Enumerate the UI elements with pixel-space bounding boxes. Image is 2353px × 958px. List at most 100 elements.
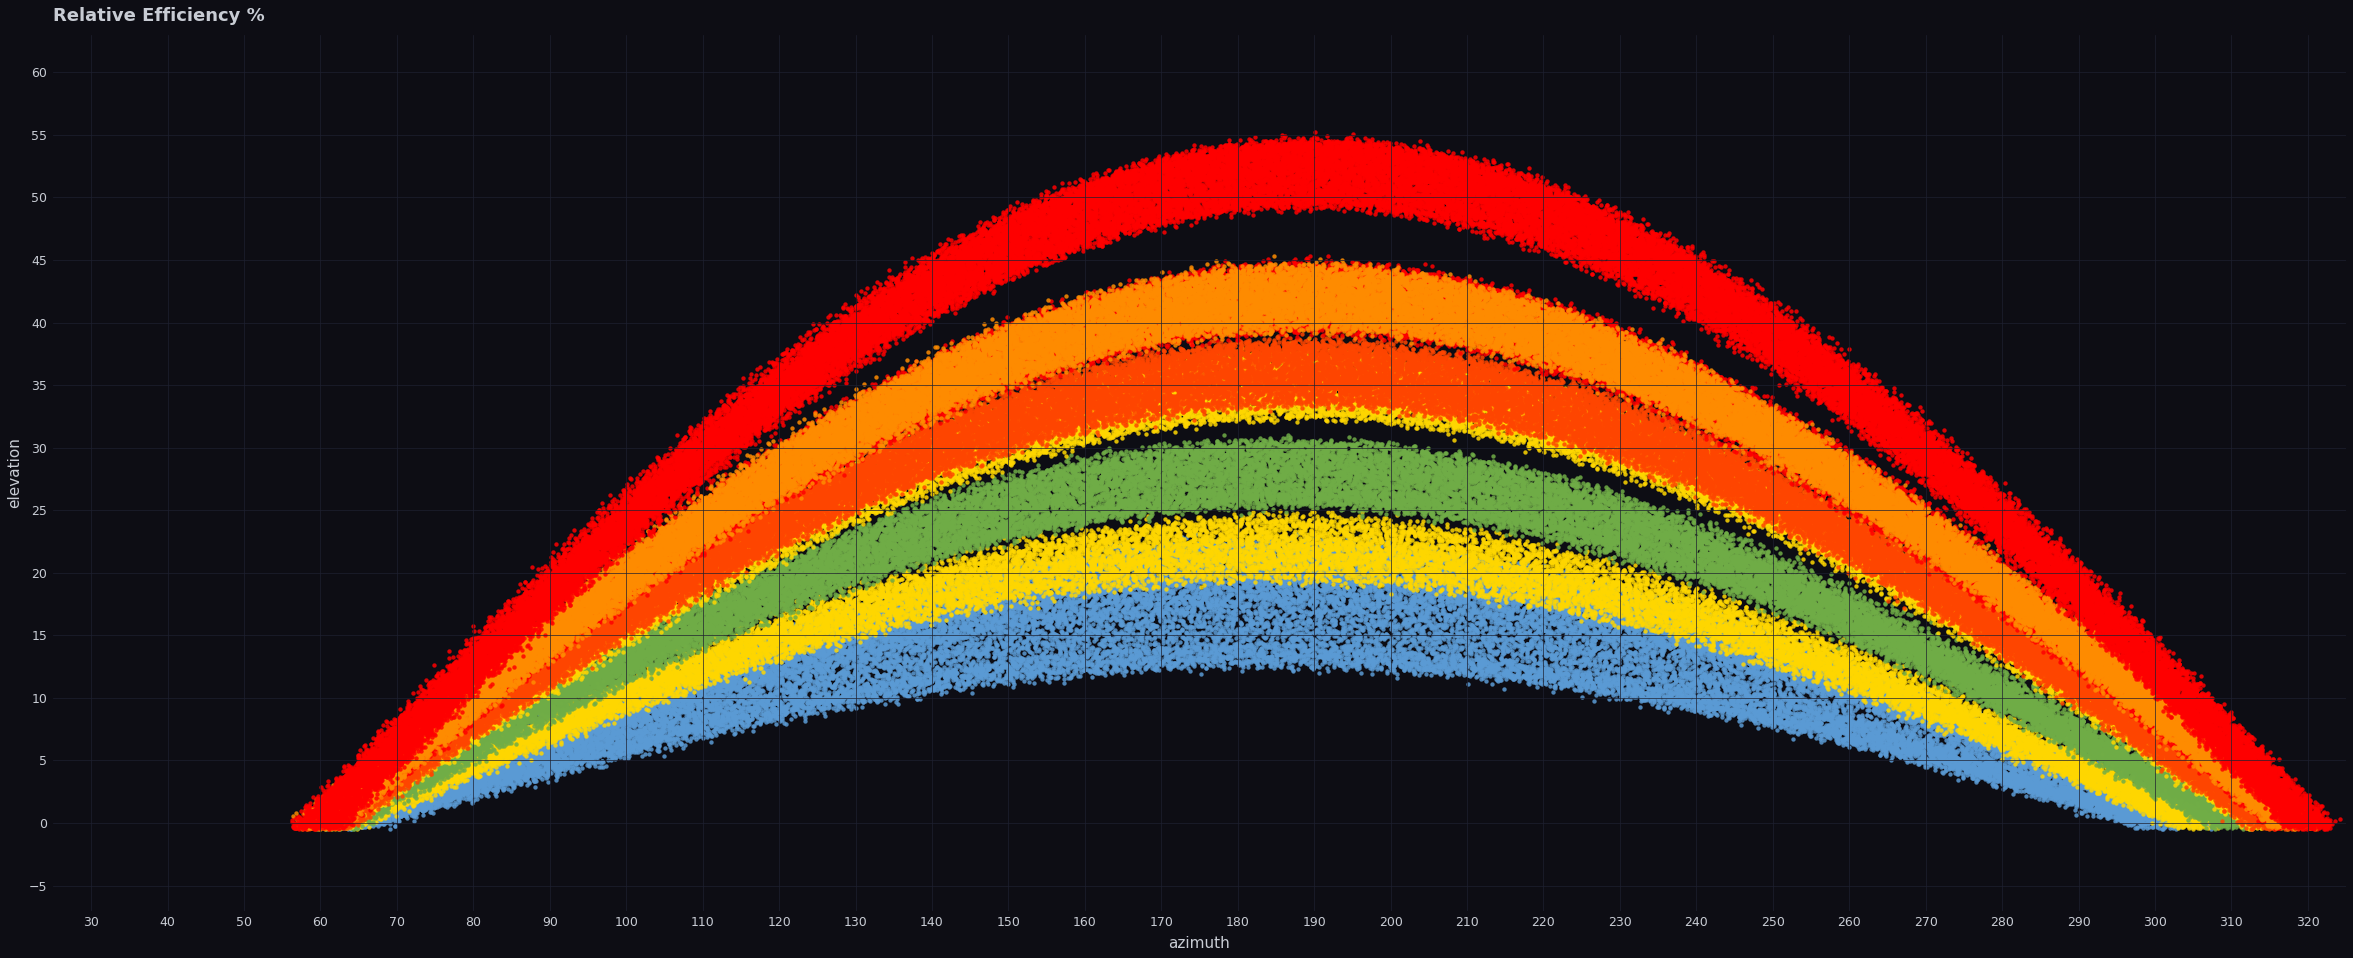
Point — [1212, 262, 1249, 278]
Point — [633, 548, 671, 563]
Point — [433, 714, 471, 729]
Point — [433, 673, 471, 688]
Point — [626, 576, 664, 591]
Point — [1035, 194, 1073, 210]
Point — [2094, 758, 2132, 773]
Point — [1191, 548, 1228, 563]
Point — [713, 508, 751, 523]
Point — [1939, 594, 1977, 609]
Point — [774, 457, 812, 472]
Point — [725, 553, 762, 568]
Point — [1859, 464, 1897, 479]
Point — [1235, 372, 1273, 387]
Point — [440, 688, 478, 703]
Point — [720, 491, 758, 507]
Point — [1139, 306, 1176, 321]
Point — [499, 653, 536, 669]
Point — [642, 542, 680, 558]
Point — [991, 476, 1028, 491]
Point — [1301, 303, 1339, 318]
Point — [1993, 705, 2031, 720]
Point — [746, 398, 784, 413]
Point — [1607, 425, 1645, 441]
Point — [1965, 685, 2002, 700]
Point — [1329, 558, 1367, 573]
Point — [2024, 545, 2061, 560]
Point — [1365, 314, 1402, 330]
Point — [1224, 347, 1261, 362]
Point — [2092, 698, 2129, 714]
Point — [1781, 460, 1819, 475]
Point — [1986, 523, 2024, 538]
Point — [487, 737, 525, 752]
Point — [1518, 341, 1555, 356]
Point — [1492, 560, 1529, 576]
Point — [725, 482, 762, 497]
Point — [1268, 298, 1306, 313]
Point — [854, 376, 892, 391]
Point — [1831, 666, 1868, 681]
Point — [736, 457, 774, 472]
Point — [1106, 408, 1144, 423]
Point — [2009, 609, 2047, 625]
Point — [955, 504, 993, 519]
Point — [1988, 515, 2026, 531]
Point — [1438, 593, 1475, 608]
Point — [1271, 274, 1308, 289]
Point — [993, 406, 1031, 422]
Point — [1024, 201, 1061, 217]
Point — [1974, 612, 2012, 627]
Point — [1348, 559, 1386, 574]
Point — [1233, 186, 1271, 201]
Point — [1838, 394, 1875, 409]
Point — [671, 456, 708, 471]
Point — [1024, 414, 1061, 429]
Point — [1854, 403, 1892, 419]
Point — [480, 628, 518, 644]
Point — [1925, 604, 1962, 619]
Point — [1388, 308, 1426, 324]
Point — [381, 753, 419, 768]
Point — [539, 685, 576, 700]
Point — [412, 723, 449, 739]
Point — [1327, 399, 1365, 415]
Point — [2085, 656, 2122, 672]
Point — [1238, 198, 1275, 214]
Point — [327, 798, 365, 813]
Point — [2113, 796, 2151, 811]
Point — [1760, 472, 1798, 488]
Point — [1454, 379, 1492, 395]
Point — [1402, 388, 1440, 403]
Point — [1064, 589, 1101, 604]
Point — [1146, 565, 1184, 581]
Point — [1186, 488, 1224, 503]
Point — [2108, 788, 2146, 804]
Point — [1341, 376, 1379, 391]
Point — [1007, 364, 1045, 379]
Point — [744, 388, 781, 403]
Point — [1777, 341, 1814, 356]
Point — [1249, 390, 1287, 405]
Point — [2127, 650, 2165, 665]
Point — [1395, 506, 1433, 521]
Point — [1617, 449, 1654, 465]
Point — [1527, 336, 1565, 352]
Point — [1329, 314, 1367, 330]
Point — [1489, 195, 1527, 211]
Point — [925, 390, 962, 405]
Point — [1788, 362, 1826, 377]
Point — [471, 778, 508, 793]
Point — [1713, 695, 1751, 710]
Point — [1459, 506, 1497, 521]
Point — [1537, 598, 1574, 613]
Point — [1612, 225, 1649, 240]
Point — [1191, 149, 1228, 165]
Point — [1176, 463, 1214, 478]
Point — [1247, 267, 1285, 283]
Point — [1520, 500, 1558, 515]
Point — [955, 361, 993, 376]
Point — [1958, 545, 1995, 560]
Point — [1306, 445, 1344, 461]
Point — [1038, 322, 1075, 337]
Point — [1725, 620, 1762, 635]
